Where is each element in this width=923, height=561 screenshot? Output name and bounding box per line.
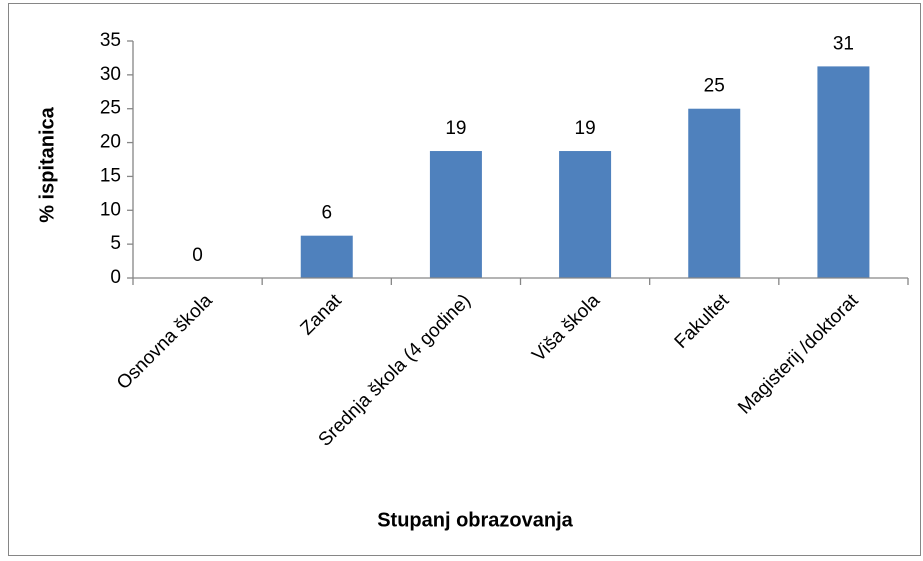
data-label: 19: [445, 118, 466, 139]
data-label: 6: [321, 203, 332, 224]
y-tick-label: 15: [100, 165, 121, 186]
y-tick-label: 35: [100, 30, 121, 51]
bar: [429, 151, 482, 278]
data-label: 19: [575, 118, 596, 139]
data-label: 25: [704, 76, 725, 97]
bar: [559, 151, 612, 278]
data-label: 31: [833, 33, 854, 54]
data-label: 0: [192, 245, 203, 266]
chart-frame: [8, 3, 921, 556]
y-axis-title: % ispitanica: [36, 106, 58, 222]
y-tick-label: 30: [100, 64, 121, 85]
y-tick-label: 20: [100, 132, 121, 153]
x-axis-title: Stupanj obrazovanja: [377, 509, 573, 531]
y-tick-label: 0: [110, 267, 121, 288]
y-tick-label: 10: [100, 199, 121, 220]
bar: [688, 108, 741, 278]
y-tick-label: 5: [110, 233, 121, 254]
y-tick-label: 25: [100, 98, 121, 119]
bar: [817, 66, 870, 279]
bar: [300, 235, 353, 278]
